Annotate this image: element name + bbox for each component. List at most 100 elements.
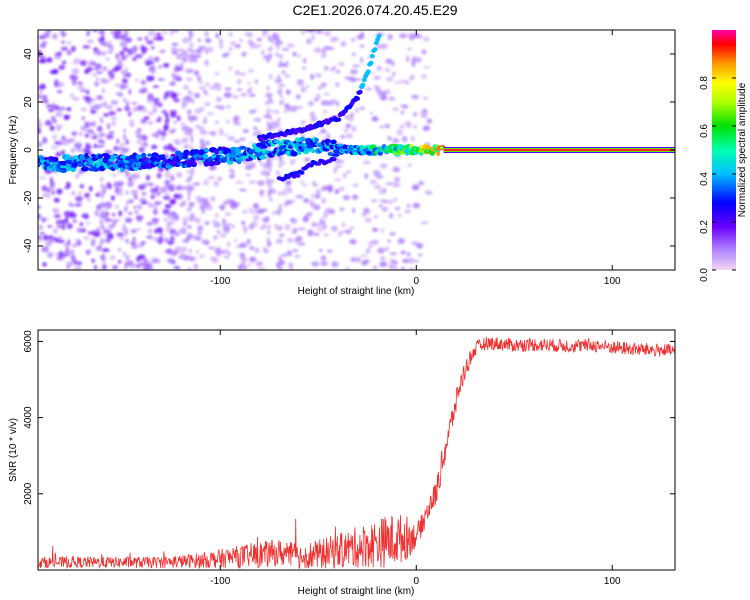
- noise-speckle: [411, 94, 419, 100]
- noise-speckle: [222, 227, 231, 234]
- noise-speckle: [38, 127, 41, 134]
- noise-speckle: [373, 184, 382, 190]
- noise-speckle: [248, 68, 254, 73]
- noise-speckle: [183, 220, 187, 227]
- noise-speckle: [426, 126, 431, 130]
- noise-speckle: [89, 121, 95, 127]
- upper-branch: [257, 34, 382, 142]
- noise-speckle: [60, 32, 67, 37]
- noise-speckle: [335, 69, 341, 74]
- noise-speckle: [71, 79, 77, 86]
- noise-speckle: [158, 233, 165, 237]
- noise-speckle: [254, 247, 260, 253]
- noise-speckle: [152, 85, 159, 88]
- noise-speckle: [151, 257, 159, 264]
- noise-speckle: [131, 189, 138, 196]
- noise-speckle: [407, 123, 411, 129]
- noise-speckle: [257, 180, 265, 187]
- noise-speckle: [324, 30, 331, 37]
- noise-speckle: [179, 251, 186, 258]
- noise-speckle: [226, 199, 234, 202]
- noise-speckle: [111, 120, 116, 126]
- noise-speckle: [219, 204, 226, 210]
- noise-streak: [190, 138, 194, 144]
- noise-streak: [269, 52, 273, 58]
- noise-speckle: [50, 104, 55, 109]
- noise-speckle: [381, 90, 387, 97]
- noise-streak: [279, 232, 283, 238]
- noise-speckle: [392, 182, 401, 188]
- noise-speckle: [390, 60, 395, 67]
- lower-branch-blob: [308, 163, 314, 168]
- noise-speckle: [321, 224, 328, 230]
- ridge-blob: [439, 146, 444, 150]
- noise-speckle: [226, 241, 231, 248]
- noise-speckle: [387, 34, 394, 41]
- noise-speckle: [233, 140, 241, 143]
- noise-streak: [125, 53, 129, 59]
- noise-speckle: [43, 31, 50, 39]
- noise-speckle: [364, 217, 372, 223]
- noise-speckle: [412, 33, 421, 39]
- noise-speckle: [322, 212, 328, 219]
- noise-speckle: [135, 78, 139, 83]
- noise-speckle: [168, 90, 175, 95]
- noise-speckle: [38, 224, 43, 230]
- noise-speckle: [77, 85, 85, 91]
- noise-speckle: [86, 33, 90, 37]
- noise-speckle: [63, 142, 69, 146]
- noise-speckle: [323, 109, 328, 114]
- noise-speckle: [363, 259, 370, 263]
- noise-speckle: [331, 209, 336, 215]
- noise-speckle: [105, 105, 114, 110]
- noise-speckle: [188, 127, 193, 131]
- noise-speckle: [39, 176, 47, 180]
- noise-speckle: [343, 128, 349, 133]
- noise-streak: [278, 204, 282, 209]
- snr-frame: [37, 329, 676, 571]
- noise-speckle: [305, 40, 312, 44]
- noise-speckle: [38, 213, 42, 220]
- noise-speckle: [39, 238, 43, 243]
- noise-speckle: [224, 133, 228, 137]
- noise-speckle: [208, 246, 216, 250]
- noise-streak: [99, 102, 103, 108]
- noise-speckle: [302, 216, 310, 223]
- noise-speckle: [331, 261, 339, 268]
- snr-y-label: SNR (10 * v/v): [8, 418, 19, 482]
- noise-speckle: [52, 134, 57, 141]
- noise-speckle: [277, 191, 284, 196]
- noise-speckle: [286, 250, 293, 257]
- upper-branch-blob: [360, 82, 366, 88]
- noise-speckle: [392, 259, 396, 263]
- noise-speckle: [371, 199, 377, 202]
- noise-streak: [102, 51, 106, 57]
- noise-speckle: [275, 38, 281, 45]
- noise-speckle: [296, 79, 304, 83]
- noise-speckle: [317, 131, 322, 136]
- noise-speckle: [422, 96, 429, 100]
- noise-speckle: [144, 36, 148, 41]
- noise-speckle: [110, 117, 118, 120]
- noise-speckle: [218, 131, 225, 136]
- ridge-blob: [240, 155, 246, 160]
- snr-y-ticks: 2000 4000 6000: [23, 330, 675, 505]
- noise-speckle: [151, 133, 156, 137]
- noise-speckle: [204, 30, 209, 37]
- noise-speckle: [176, 185, 183, 189]
- noise-speckle: [318, 86, 322, 90]
- noise-speckle: [224, 212, 232, 217]
- noise-speckle: [223, 52, 231, 56]
- noise-speckle: [100, 203, 109, 207]
- noise-speckle: [137, 37, 143, 41]
- noise-speckle: [250, 45, 255, 49]
- noise-speckle: [199, 129, 207, 135]
- noise-speckle: [196, 75, 202, 82]
- noise-speckle: [333, 65, 337, 69]
- noise-speckle: [344, 229, 352, 234]
- noise-speckle: [170, 92, 178, 99]
- noise-speckle: [41, 246, 49, 253]
- noise-speckle: [379, 125, 384, 129]
- noise-speckle: [373, 76, 381, 80]
